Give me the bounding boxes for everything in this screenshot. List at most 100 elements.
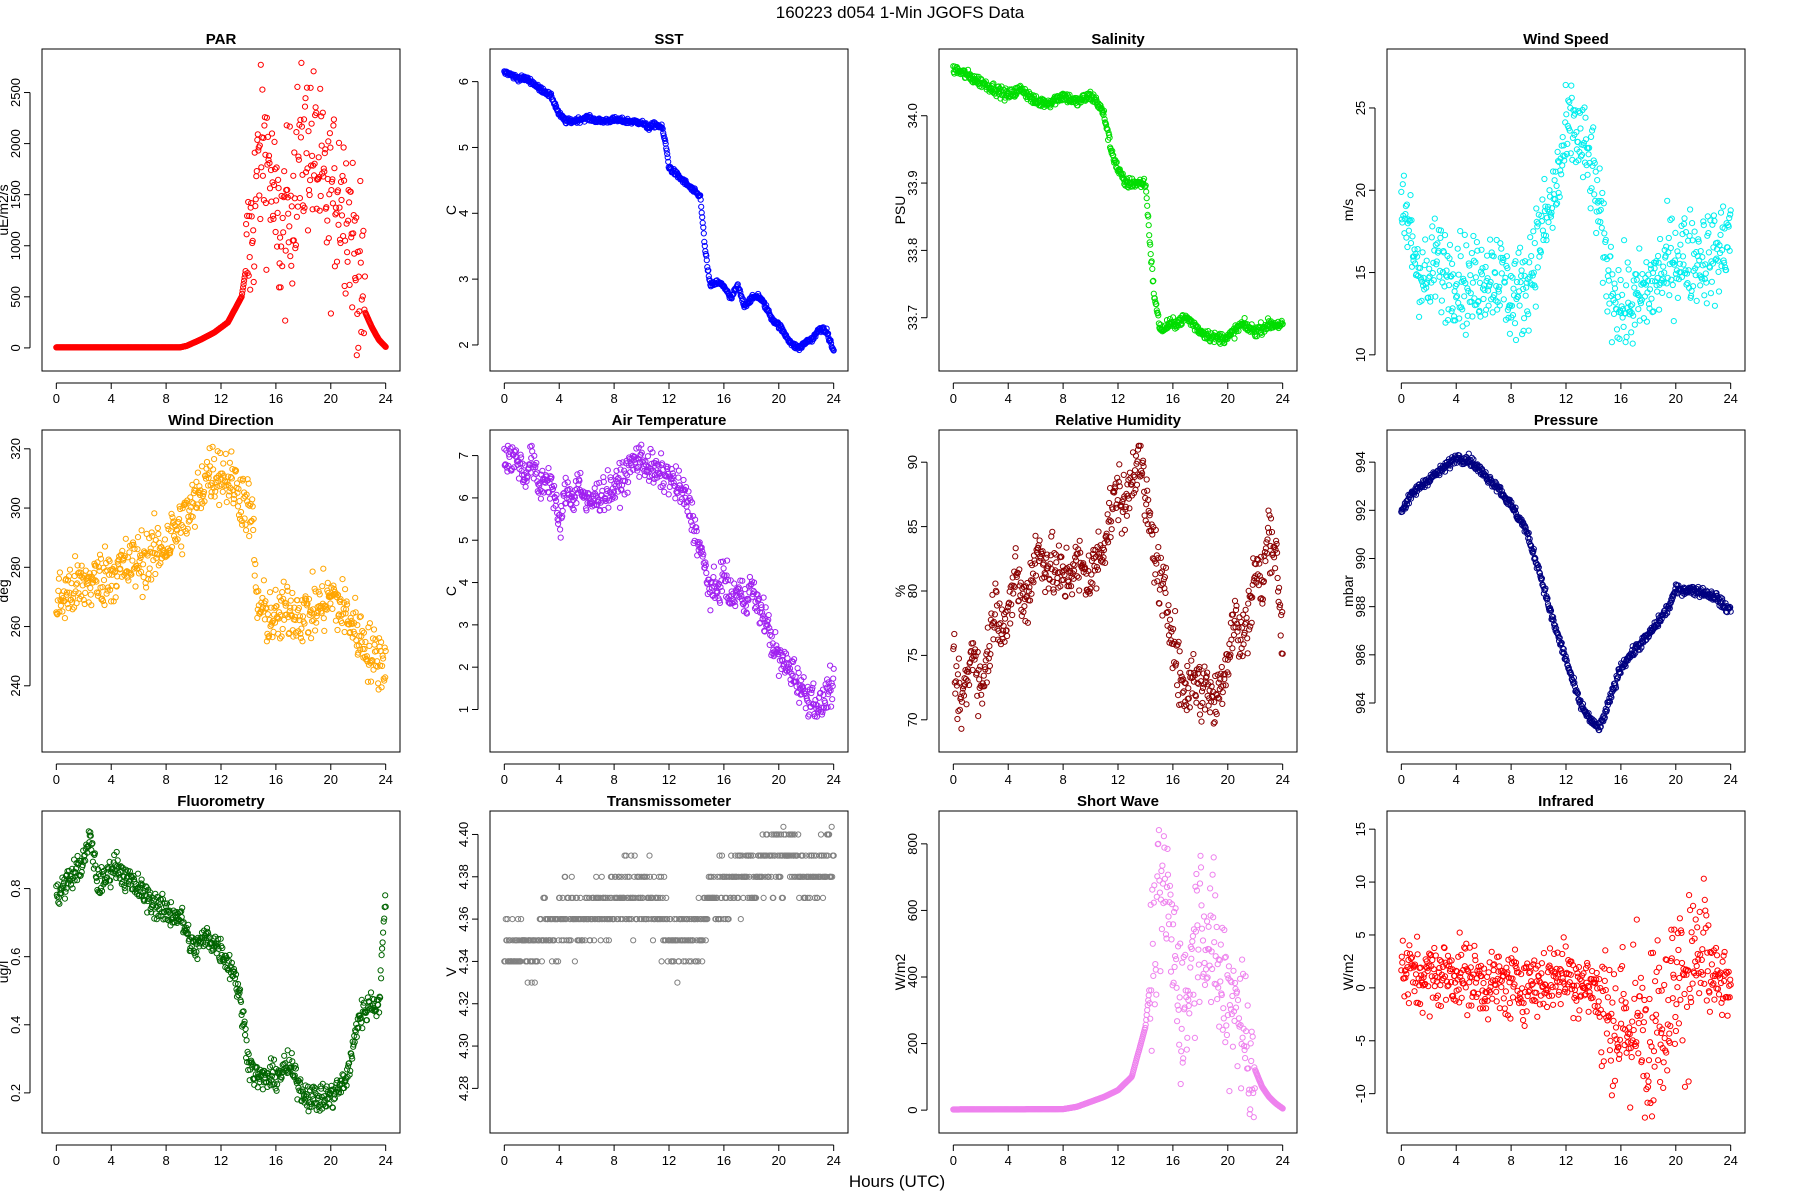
data-point (66, 566, 74, 573)
y-tick-label: 25 (1353, 101, 1368, 115)
data-point (1218, 663, 1225, 671)
data-point (382, 674, 389, 681)
data-point (573, 500, 580, 507)
data-point (1404, 243, 1411, 251)
data-point (1416, 313, 1423, 320)
data-point (1446, 255, 1453, 262)
data-point (266, 185, 274, 192)
data-point (138, 527, 145, 534)
data-point (1101, 116, 1108, 123)
data-point (605, 504, 612, 511)
data-point (69, 606, 76, 613)
data-point (1595, 197, 1602, 205)
data-point (1643, 259, 1650, 266)
data-point (312, 627, 319, 634)
data-point (1492, 270, 1499, 277)
data-point (1586, 144, 1593, 151)
data-point (1407, 192, 1414, 199)
data-point (1432, 293, 1439, 300)
data-point (1417, 265, 1424, 272)
data-point (1726, 214, 1733, 222)
data-point (248, 200, 255, 207)
data-point (829, 696, 836, 703)
data-point (955, 655, 963, 662)
y-tick-label: 2 (456, 664, 471, 671)
data-point (1568, 82, 1575, 89)
data-point (1129, 449, 1137, 456)
panel-title: Pressure (1534, 412, 1598, 429)
data-point (69, 599, 76, 606)
data-point (1611, 285, 1619, 292)
x-tick-label: 4 (556, 391, 563, 406)
data-point (1582, 114, 1589, 121)
data-point (1696, 257, 1703, 264)
data-point (975, 713, 982, 720)
data-point (1407, 240, 1415, 247)
data-point (548, 93, 555, 100)
data-point (1594, 199, 1601, 206)
data-point (303, 150, 310, 157)
data-point (302, 95, 309, 102)
data-point (1717, 209, 1725, 216)
data-point (1244, 650, 1251, 657)
y-tick-label: 20 (1353, 183, 1368, 197)
data-point (658, 121, 665, 128)
data-point (78, 562, 85, 569)
data-point (1521, 272, 1528, 279)
y-tick-label: 80 (905, 584, 920, 598)
data-point (132, 583, 139, 590)
data-point (318, 113, 325, 120)
data-point (1674, 248, 1681, 255)
data-point (1617, 276, 1624, 284)
x-tick-label: 16 (1166, 772, 1180, 787)
data-point (1408, 263, 1416, 270)
y-axis-label: deg (0, 579, 11, 602)
data-point (1715, 288, 1723, 295)
data-point (1689, 220, 1696, 227)
data-point (95, 564, 103, 571)
data-point (320, 165, 327, 172)
data-point (1681, 215, 1688, 222)
data-point (731, 580, 738, 587)
data-point (321, 627, 328, 635)
data-point (321, 150, 328, 157)
data-point (1487, 236, 1494, 243)
data-point (1602, 236, 1609, 243)
data-point (318, 142, 325, 149)
data-point (1093, 585, 1100, 592)
x-tick-label: 20 (1221, 391, 1235, 406)
x-tick-label: 24 (378, 772, 392, 787)
data-point (253, 168, 260, 175)
x-axis: 0 4 8 12 16 20 24 (501, 763, 841, 787)
data-point (152, 537, 159, 544)
data-point (101, 601, 108, 609)
data-point (1426, 265, 1433, 272)
data-point (1482, 263, 1489, 271)
data-point (291, 149, 298, 156)
data-point (96, 567, 103, 574)
data-point (343, 220, 350, 227)
data-point (302, 169, 310, 176)
data-point (1007, 620, 1014, 627)
data-point (1115, 517, 1122, 524)
y-axis: 33.733.833.934.0 (905, 103, 928, 330)
data-point (1403, 201, 1411, 208)
data-point (307, 177, 314, 184)
data-point (61, 615, 69, 622)
data-point (830, 665, 837, 672)
data-point (1573, 129, 1580, 136)
data-point (335, 221, 342, 228)
data-point (1582, 136, 1590, 143)
data-point (355, 273, 362, 280)
data-point (1664, 197, 1671, 204)
data-point (1598, 224, 1605, 231)
data-point (1720, 257, 1727, 264)
data-point (168, 510, 175, 518)
data-point (145, 570, 152, 578)
x-tick-label: 4 (1005, 772, 1012, 787)
data-point (309, 206, 316, 213)
data-point (1248, 321, 1255, 328)
data-point (178, 543, 185, 550)
data-point (166, 550, 174, 557)
